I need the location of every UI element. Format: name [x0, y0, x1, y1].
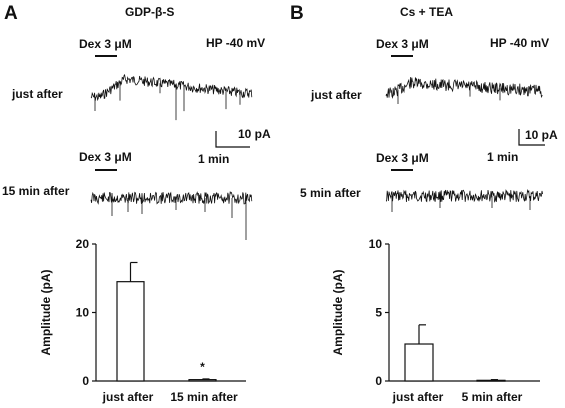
- panel-b-row2-label: 5 min after: [300, 186, 361, 200]
- panel-b-scale-y: 10 pA: [525, 128, 558, 142]
- y-tick-label: 20: [76, 237, 90, 251]
- trace-line: [385, 77, 543, 99]
- y-tick-label: 10: [76, 306, 90, 320]
- panel-a-holding: HP -40 mV: [206, 36, 265, 50]
- panel-a-row2-label: 15 min after: [2, 184, 70, 198]
- panel-a-trace-2: [90, 190, 253, 240]
- y-tick-label: 0: [375, 374, 382, 388]
- bar: [116, 281, 145, 382]
- y-tick-label: 5: [375, 306, 382, 320]
- y-tick-label: 10: [369, 237, 383, 251]
- y-axis-label: Amplitude (pA): [331, 270, 345, 356]
- panel-a-dex-label-1: Dex 3 μM: [79, 37, 132, 51]
- bar-chart-a: 0 10 20 Amplitude (pA) just after * 15 min aft…: [39, 237, 246, 404]
- panel-a-scalebar: [215, 131, 250, 148]
- category-label: just after: [102, 390, 154, 404]
- panel-b-trace-1: [385, 77, 543, 105]
- category-label: just after: [392, 390, 444, 404]
- panel-a-condition: GDP-β-S: [125, 5, 174, 19]
- category-label: 15 min after: [170, 390, 238, 404]
- significance-mark: *: [200, 360, 205, 374]
- trace-line: [385, 188, 543, 203]
- panel-b-scalebar: [518, 129, 545, 146]
- panel-b-trace-2: [385, 188, 543, 212]
- bar-chart-b: 0 5 10 Amplitude (pA) just after 5 min after: [331, 237, 540, 404]
- panel-a-dex-label-2: Dex 3 μM: [79, 150, 132, 164]
- y-axis-label: Amplitude (pA): [39, 270, 53, 356]
- panel-a-letter: A: [4, 3, 18, 24]
- panel-b-scale-x: 1 min: [487, 150, 518, 164]
- panel-a-row1-label: just after: [11, 87, 63, 101]
- trace-line: [90, 73, 253, 102]
- panel-a-scale-y: 10 pA: [238, 127, 271, 141]
- panel-b-row1-label: just after: [310, 88, 362, 102]
- panel-b-dex-label-2: Dex 3 μM: [376, 151, 429, 165]
- bar: [476, 379, 506, 382]
- panel-a-scale-x: 1 min: [198, 152, 229, 166]
- bar: [188, 379, 217, 382]
- panel-b-letter: B: [290, 3, 304, 24]
- trace-line: [90, 190, 253, 205]
- panel-b-dex-label-1: Dex 3 μM: [376, 37, 429, 51]
- y-tick-label: 0: [82, 374, 89, 388]
- panel-a-trace-1: [90, 73, 253, 121]
- bar: [404, 343, 434, 382]
- panel-b-condition: Cs + TEA: [400, 5, 453, 19]
- category-label: 5 min after: [462, 390, 523, 404]
- panel-b-holding: HP -40 mV: [490, 36, 549, 50]
